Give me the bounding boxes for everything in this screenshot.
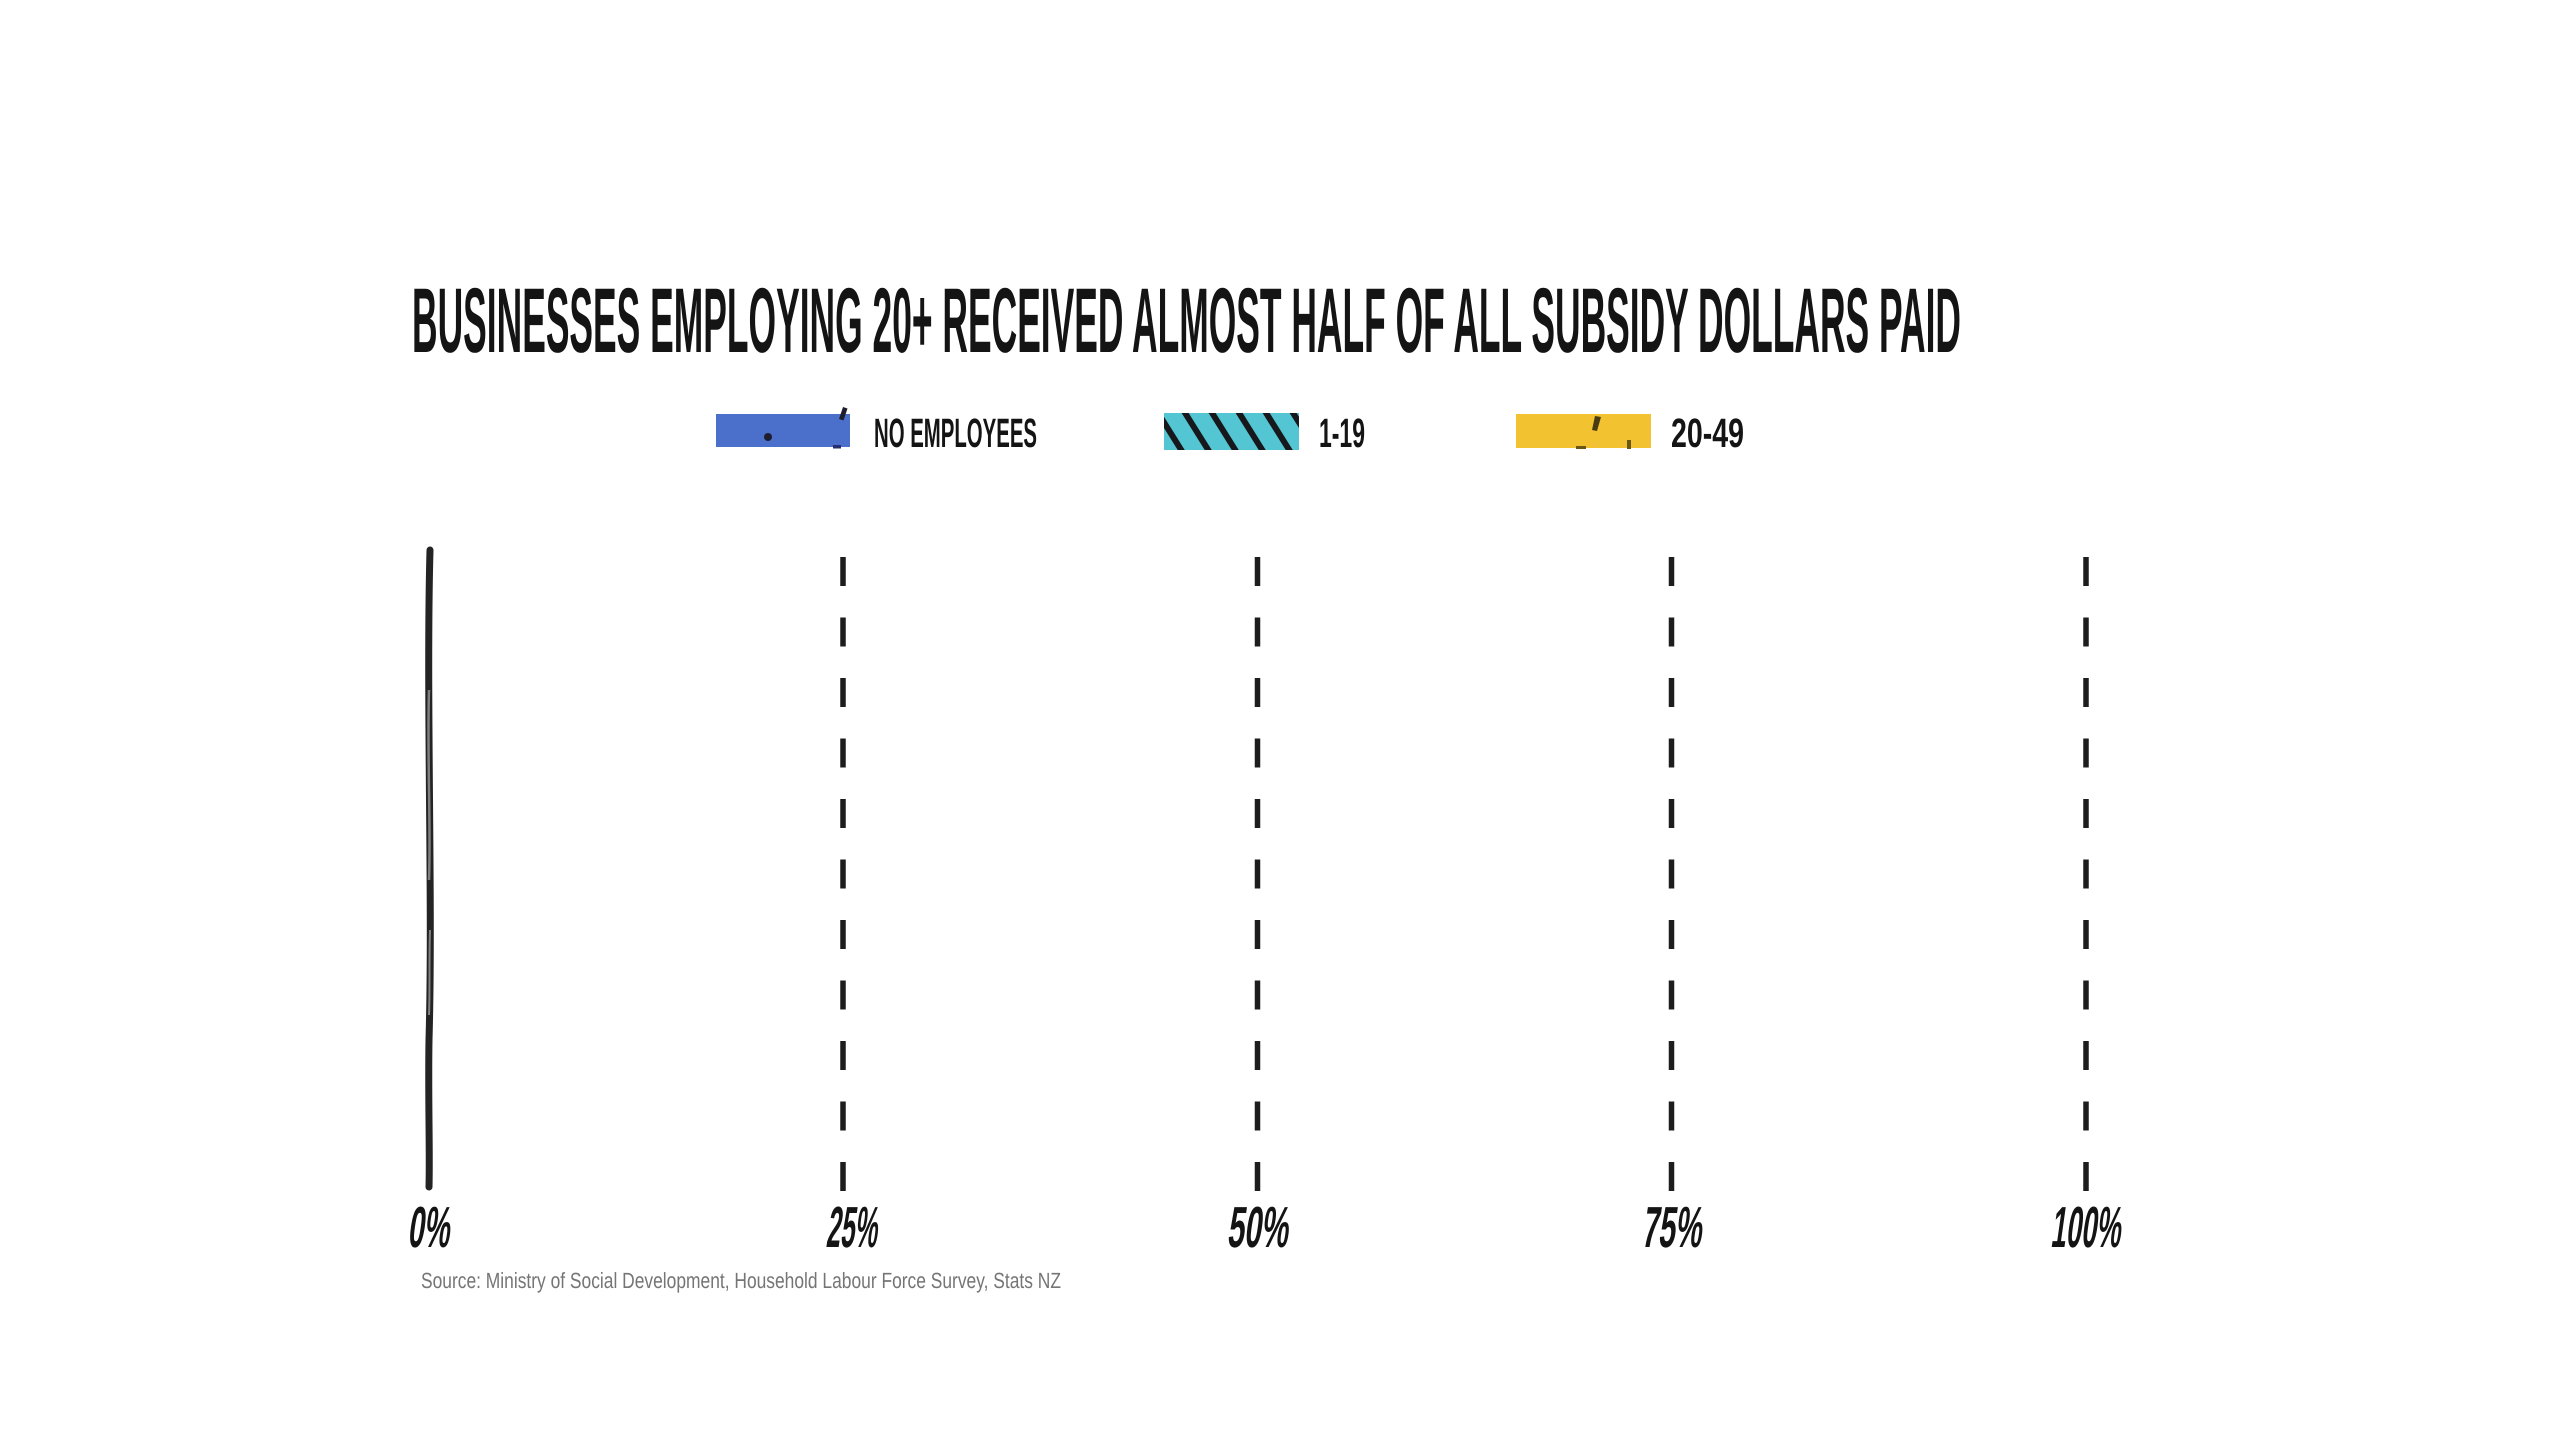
svg-text:0%: 0%	[405, 1195, 456, 1260]
svg-text:NO EMPLOYEES: NO EMPLOYEES	[874, 410, 1037, 456]
svg-text:BUSINESSES EMPLOYING 20+ RECEI: BUSINESSES EMPLOYING 20+ RECEIVED ALMOST…	[412, 270, 1961, 372]
svg-text:50%: 50%	[1225, 1195, 1295, 1260]
svg-text:Source: Ministry of Social Dev: Source: Ministry of Social Development, …	[421, 1268, 1061, 1293]
svg-text:1-19: 1-19	[1319, 410, 1365, 456]
svg-text:100%: 100%	[2048, 1195, 2127, 1260]
svg-text:75%: 75%	[1639, 1195, 1708, 1260]
svg-text:25%: 25%	[824, 1195, 884, 1260]
svg-text:20-49: 20-49	[1671, 410, 1744, 456]
